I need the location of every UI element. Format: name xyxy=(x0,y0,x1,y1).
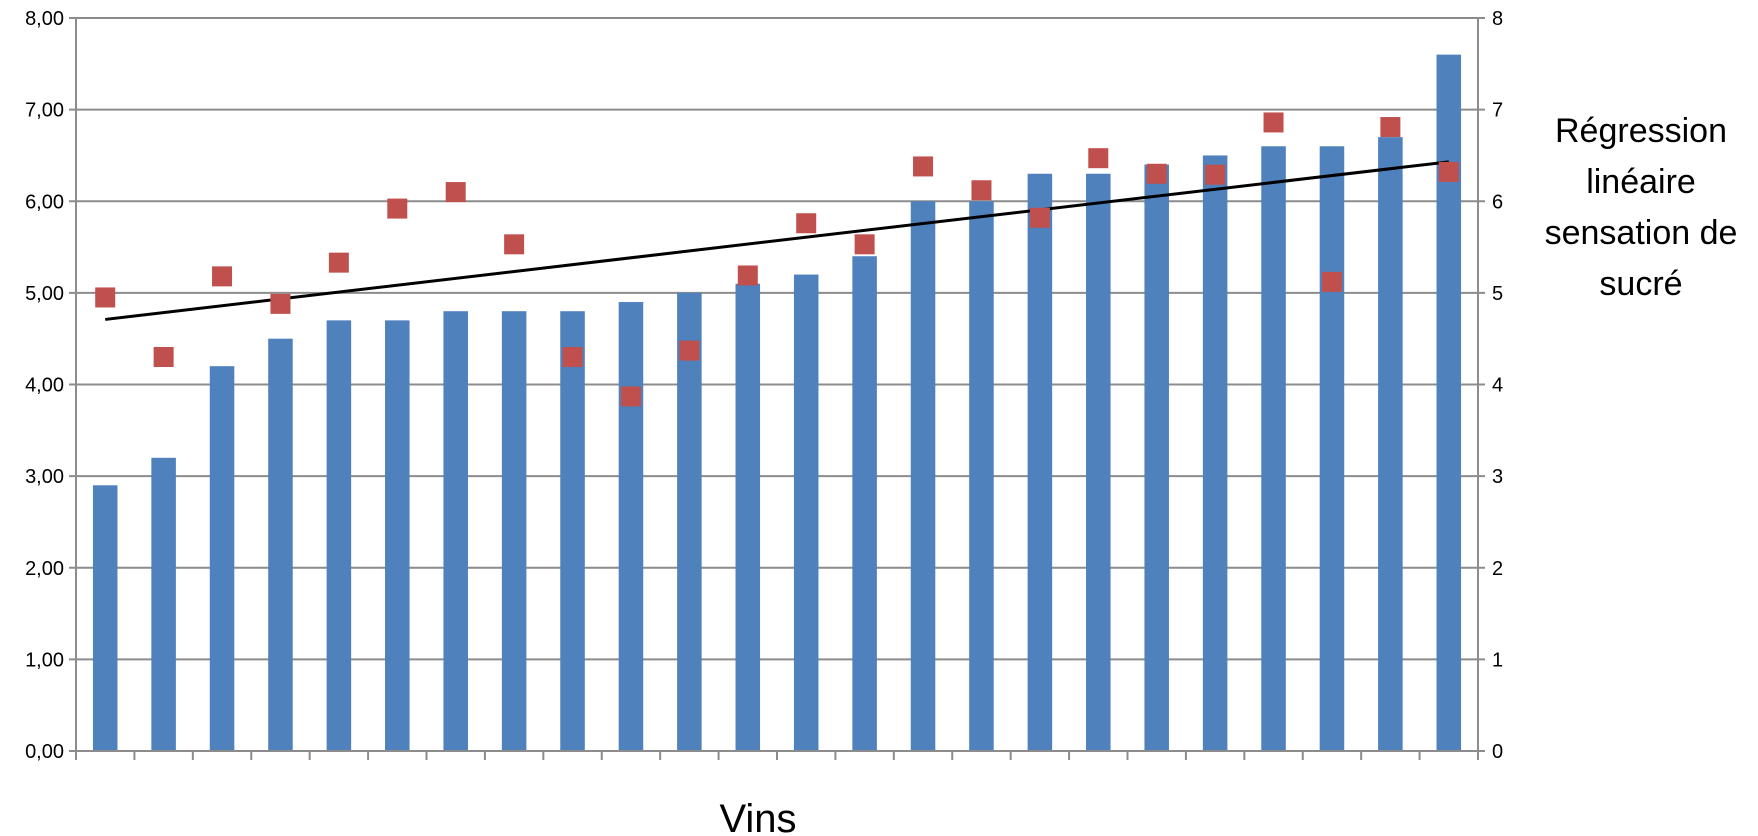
trendline-group xyxy=(105,160,1449,321)
scatter-point xyxy=(620,386,641,407)
scatter-point xyxy=(1263,112,1284,133)
bar xyxy=(209,366,235,751)
right-axis-title-line: sensation de xyxy=(1545,214,1738,252)
bar xyxy=(560,311,585,751)
scatter-point xyxy=(679,340,700,361)
scatter-point xyxy=(328,252,349,273)
scatter-point xyxy=(796,213,817,234)
right-tick-label: 6 xyxy=(1492,191,1503,213)
scatter-point xyxy=(971,180,992,201)
scatter-point xyxy=(1088,148,1109,169)
left-tick-label: 4,00 xyxy=(25,375,64,397)
bar-series xyxy=(92,54,1462,752)
left-tick-label: 3,00 xyxy=(25,466,64,488)
bar xyxy=(1261,146,1286,751)
left-axis-tick-labels: 0,00 1,00 2,00 3,00 4,00 5,00 6,00 7,00 8,00 xyxy=(25,8,64,763)
x-axis-title: Vins xyxy=(719,797,796,836)
right-tick-label: 7 xyxy=(1492,100,1503,122)
right-axis-title-line: linéaire xyxy=(1586,163,1696,201)
left-tick-label: 5,00 xyxy=(25,283,64,305)
left-tick-label: 2,00 xyxy=(25,558,64,580)
scatter-point xyxy=(1029,207,1050,228)
scatter-point xyxy=(504,234,525,255)
bar xyxy=(1027,173,1053,751)
right-tick-label: 2 xyxy=(1492,558,1503,580)
right-tick-label: 3 xyxy=(1492,466,1503,488)
bar xyxy=(735,283,761,751)
bar xyxy=(151,457,176,751)
gridlines xyxy=(76,17,1478,752)
right-tick-label: 4 xyxy=(1492,375,1503,397)
left-tick-label: 7,00 xyxy=(25,100,64,122)
right-tick-label: 1 xyxy=(1492,649,1503,671)
bar xyxy=(793,274,819,751)
scatter-point xyxy=(1146,163,1167,184)
right-axis-tick-labels: 0 1 2 3 4 5 6 7 8 xyxy=(1492,8,1503,763)
bar xyxy=(1378,137,1403,752)
scatter-point xyxy=(270,293,291,314)
bar xyxy=(501,311,527,751)
scatter-point xyxy=(913,156,934,177)
scatter-series xyxy=(95,112,1459,407)
left-tick-label: 8,00 xyxy=(25,8,64,30)
bar xyxy=(1202,155,1228,751)
trendline xyxy=(105,160,1449,321)
bar xyxy=(618,302,644,751)
scatter-point xyxy=(1205,164,1226,185)
axes xyxy=(69,17,1485,760)
right-axis-title-line: sucré xyxy=(1599,265,1682,303)
scatter-point xyxy=(562,347,583,368)
right-axis-title: Régression linéaire sensation de sucré xyxy=(1545,112,1738,303)
right-tick-label: 8 xyxy=(1492,8,1503,30)
left-tick-label: 1,00 xyxy=(25,649,64,671)
scatter-point xyxy=(153,347,174,368)
scatter-point xyxy=(737,265,758,286)
left-tick-label: 6,00 xyxy=(25,191,64,213)
right-tick-label: 5 xyxy=(1492,283,1503,305)
bar xyxy=(1144,164,1169,752)
bar xyxy=(1436,54,1462,751)
scatter-point xyxy=(212,266,233,287)
bar xyxy=(969,201,994,751)
scatter-point xyxy=(854,234,875,255)
scatter-point xyxy=(387,198,408,219)
bar xyxy=(910,201,936,751)
bar xyxy=(852,256,877,751)
bar xyxy=(1086,173,1111,751)
left-tick-label: 0,00 xyxy=(25,741,64,763)
right-axis-title-line: Régression xyxy=(1555,112,1727,150)
bar xyxy=(268,338,293,751)
scatter-point xyxy=(95,287,116,308)
bar xyxy=(385,320,410,751)
scatter-point xyxy=(1321,271,1342,292)
scatter-point xyxy=(1380,117,1401,138)
bar xyxy=(677,292,702,751)
scatter-point xyxy=(445,182,466,203)
bar xyxy=(92,485,118,751)
bar xyxy=(326,320,352,751)
scatter-point xyxy=(1438,161,1459,182)
right-tick-label: 0 xyxy=(1492,741,1503,763)
bar xyxy=(443,311,468,751)
bar xyxy=(1319,146,1345,751)
